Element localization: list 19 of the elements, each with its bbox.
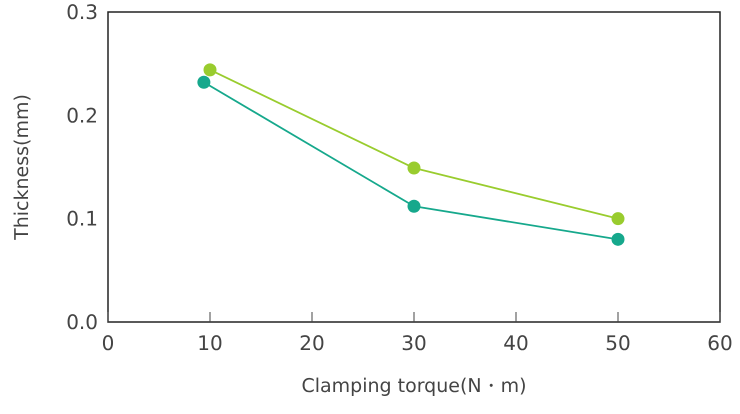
point xyxy=(612,212,624,226)
x-tick-label: 20 xyxy=(299,331,325,355)
y-tick-label: 0.3 xyxy=(66,0,98,24)
y-axis-title: Thickness(mm) xyxy=(11,94,33,241)
x-tick-label: 60 xyxy=(707,331,733,355)
x-tick-label: 0 xyxy=(102,331,114,355)
point xyxy=(408,162,420,175)
point xyxy=(204,63,216,76)
x-tick-label: 10 xyxy=(197,331,223,355)
y-tick-label: 0.1 xyxy=(66,206,98,231)
x-axis-title: Clamping torque(N・m) xyxy=(301,375,527,397)
x-tick-label: 40 xyxy=(503,331,529,355)
x-tick-label: 30 xyxy=(401,331,427,355)
point xyxy=(408,200,420,213)
x-tick-label: 50 xyxy=(605,331,631,355)
point xyxy=(197,76,210,89)
y-tick-label: 0.0 xyxy=(66,310,98,334)
y-tick-label: 0.2 xyxy=(66,103,98,128)
point xyxy=(612,232,624,246)
